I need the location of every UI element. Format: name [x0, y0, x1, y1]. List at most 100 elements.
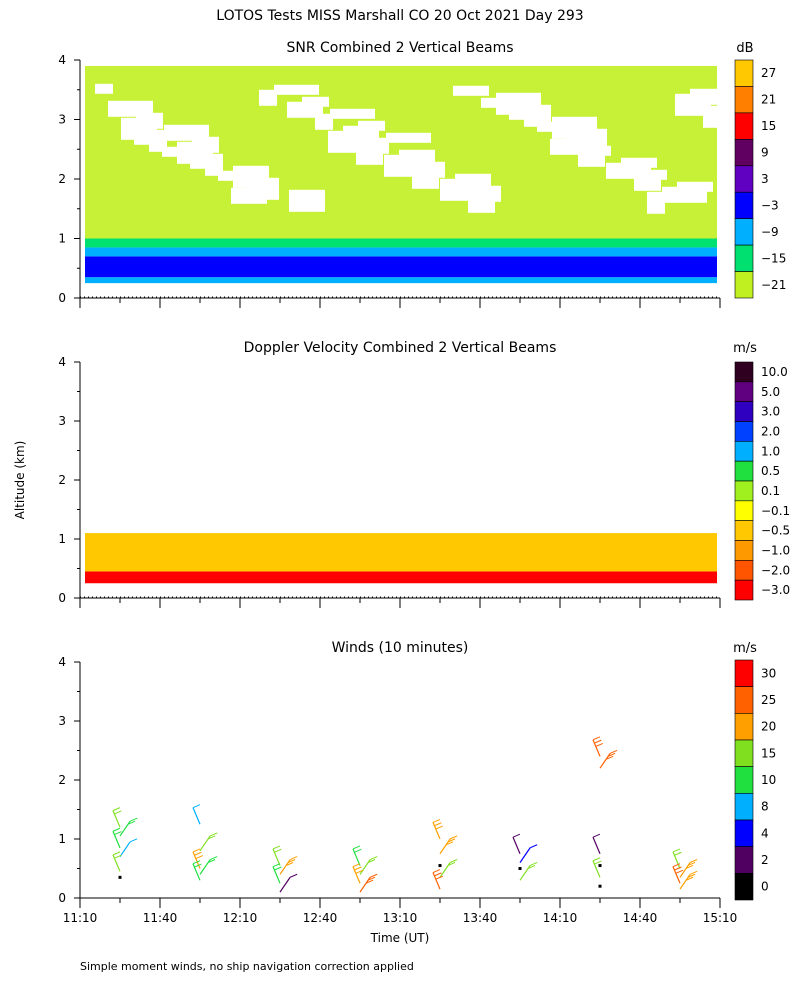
x-tick-label: 15:10: [703, 911, 738, 925]
colorbar-swatch: [734, 460, 754, 482]
data-layer-0: [85, 571, 717, 584]
wind-barb: [592, 860, 601, 878]
wind-calm-marker: [598, 884, 602, 888]
wind-profile-6: [592, 736, 618, 888]
wind-barb-flag: [594, 860, 602, 865]
wind-barb: [592, 739, 601, 757]
wind-barb-flag: [209, 832, 218, 837]
wind-barb-flag: [369, 873, 378, 878]
y-tick-label: 1: [58, 832, 66, 846]
wind-barb-flag: [672, 848, 681, 853]
wind-barb: [352, 866, 361, 884]
x-tick-label: 13:10: [383, 911, 418, 925]
colorbar-swatch: [734, 846, 754, 874]
wind-profile-2: [272, 845, 298, 893]
wind-profile-4: [432, 818, 458, 890]
snr-gap: [386, 132, 431, 143]
snr-gaps: [95, 83, 721, 214]
colorbar-tick-label: −0.5: [761, 524, 790, 538]
y-tick-label: 0: [58, 891, 66, 905]
snr-gap: [328, 130, 373, 153]
velocity-colorbar: 10.0 5.0 3.0 2.0 1.0 0.5 0.1 −0.1 −0.5 −1.0 −2.0 −3…: [734, 361, 790, 601]
colorbar-tick-label: 30: [761, 666, 776, 680]
colorbar-tick-label: 10: [761, 773, 776, 787]
snr-plot-area: 0 1 2 3 4: [58, 53, 721, 308]
wind-barb-flag: [112, 827, 121, 832]
wind-barb-flag: [127, 820, 136, 825]
wind-barb-flag: [592, 833, 601, 838]
snr-gap: [606, 162, 651, 179]
x-tick-label: 11:40: [143, 911, 178, 925]
colorbar-swatch: [734, 540, 754, 561]
colorbar-tick-label: 27: [761, 66, 776, 80]
snr-gap: [552, 116, 597, 139]
colorbar-swatch: [734, 560, 754, 581]
wind-barb-flag: [592, 857, 601, 862]
colorbar-tick-label: −15: [761, 251, 786, 265]
wind-barb: [192, 807, 201, 825]
colorbar-swatch: [734, 421, 754, 442]
colorbar-tick-label: −3: [761, 198, 779, 212]
shared-xlabel: Time (UT): [370, 931, 430, 945]
y-tick-label: 0: [58, 291, 66, 305]
wind-barb: [272, 866, 281, 884]
colorbar-swatch: [734, 361, 754, 383]
wind-barb: [279, 876, 291, 893]
shared-ylabel: Altitude (km): [13, 441, 27, 520]
wind-barb-flag: [274, 848, 282, 853]
colorbar-swatch: [734, 659, 754, 687]
wind-barb: [519, 847, 531, 863]
snr-colorbar-unit: dB: [736, 41, 753, 56]
wind-barb-flag: [289, 873, 298, 878]
wind-barb-flag: [367, 876, 376, 881]
wind-barb-flag: [194, 851, 202, 856]
snr-gap: [289, 189, 325, 212]
snr-gap: [108, 100, 153, 117]
wind-barb-flag: [274, 866, 282, 871]
wind-barb-flag: [445, 841, 454, 846]
wind-barb: [112, 810, 121, 828]
snr-gap: [550, 138, 595, 155]
wind-barb-flag: [367, 859, 376, 863]
y-tick-label: 3: [58, 714, 66, 728]
wind-barb-flag: [607, 752, 616, 757]
colorbar-swatch: [734, 686, 754, 714]
velocity-plot-area: 0 1 2 3 4: [58, 355, 721, 608]
colorbar-tick-label: 25: [761, 693, 776, 707]
snr-gap: [509, 109, 545, 120]
wind-barb-flag: [114, 831, 122, 836]
footnote: Simple moment winds, no ship navigation …: [80, 960, 414, 973]
wind-barb-flag: [435, 825, 443, 830]
wind-barb: [672, 851, 681, 869]
snr-gap: [537, 121, 555, 132]
wind-barb-flag: [195, 855, 203, 860]
colorbar-swatch: [734, 819, 754, 847]
wind-calm-marker: [518, 867, 522, 870]
wind-barb-flag: [194, 863, 202, 868]
colorbar-tick-label: 1.0: [761, 444, 780, 458]
colorbar-tick-label: 2: [761, 853, 769, 867]
colorbar-tick-label: −0.1: [761, 504, 790, 518]
wind-barb-flag: [674, 851, 682, 856]
wind-profile-7: [672, 848, 698, 890]
snr-gap: [134, 134, 161, 145]
snr-gap: [453, 85, 489, 96]
y-tick-label: 2: [58, 773, 66, 787]
snr-gap: [162, 146, 207, 157]
snr-gap: [259, 89, 277, 106]
wind-barb-flag: [272, 845, 281, 850]
snr-panel-title: SNR Combined 2 Vertical Beams: [286, 40, 513, 56]
wind-calm-marker: [438, 864, 442, 868]
x-tick-label: 14:40: [623, 911, 658, 925]
wind-barb-flag: [354, 866, 362, 871]
colorbar-swatch: [734, 713, 754, 741]
wind-barb: [432, 872, 441, 890]
wind-barb-flag: [592, 736, 601, 741]
colorbar-tick-label: 21: [761, 93, 776, 107]
y-tick-label: 0: [58, 591, 66, 605]
snr-gap: [481, 97, 499, 108]
y-tick-label: 3: [58, 113, 66, 127]
wind-barb-flag: [432, 869, 441, 874]
colorbar-swatch: [734, 271, 754, 299]
wind-barb-flag: [434, 822, 442, 827]
